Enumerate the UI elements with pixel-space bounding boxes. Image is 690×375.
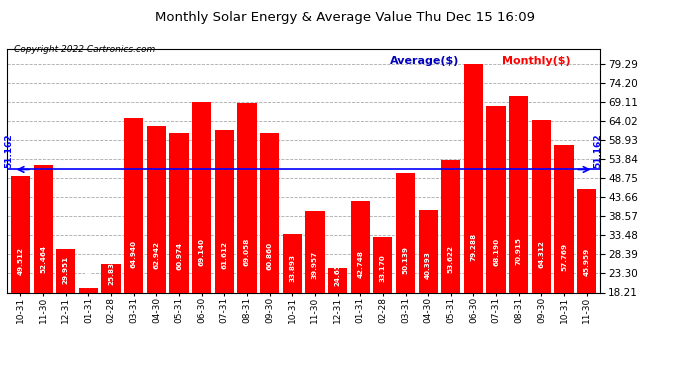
Text: 57.769: 57.769 (561, 243, 567, 271)
Text: 60.860: 60.860 (266, 242, 273, 270)
Text: 19.412: 19.412 (86, 260, 92, 288)
Text: 64.312: 64.312 (538, 240, 544, 268)
Text: 45.959: 45.959 (584, 248, 590, 276)
Text: Copyright 2022 Cartronics.com: Copyright 2022 Cartronics.com (14, 45, 155, 54)
Text: 49.512: 49.512 (17, 247, 23, 275)
Text: 64.940: 64.940 (130, 240, 137, 268)
Bar (34, 165, 52, 360)
Text: 29.951: 29.951 (63, 255, 69, 284)
Bar (373, 237, 393, 360)
Bar (11, 176, 30, 360)
Text: 33.170: 33.170 (380, 254, 386, 282)
Bar (577, 189, 596, 360)
Text: Monthly($): Monthly($) (502, 56, 571, 66)
Bar (147, 126, 166, 360)
Bar (192, 102, 211, 360)
Text: Monthly Solar Energy & Average Value Thu Dec 15 16:09: Monthly Solar Energy & Average Value Thu… (155, 11, 535, 24)
Text: 69.058: 69.058 (244, 238, 250, 266)
Text: 42.748: 42.748 (357, 250, 363, 278)
Text: 40.393: 40.393 (425, 251, 431, 279)
Text: 24.651: 24.651 (335, 258, 341, 286)
Text: 62.942: 62.942 (153, 241, 159, 269)
Text: 53.622: 53.622 (448, 245, 454, 273)
Text: 68.190: 68.190 (493, 238, 499, 266)
Bar (170, 133, 188, 360)
Text: 50.139: 50.139 (402, 246, 408, 274)
Bar (464, 64, 483, 360)
Text: 69.140: 69.140 (199, 238, 205, 266)
Bar (101, 264, 121, 360)
Bar (555, 145, 573, 360)
Bar (351, 201, 370, 360)
Text: 51.162: 51.162 (5, 133, 14, 168)
Text: 60.974: 60.974 (176, 242, 182, 270)
Text: 33.893: 33.893 (289, 254, 295, 282)
Text: Average($): Average($) (390, 56, 459, 66)
Bar (305, 211, 324, 360)
Bar (124, 118, 144, 360)
Bar (215, 130, 234, 360)
Text: 39.957: 39.957 (312, 251, 318, 279)
Text: 70.915: 70.915 (515, 237, 522, 265)
Bar (79, 288, 98, 360)
Bar (441, 160, 460, 360)
Bar (328, 268, 347, 360)
Text: 52.464: 52.464 (40, 245, 46, 273)
Bar (56, 249, 75, 360)
Bar (532, 120, 551, 360)
Bar (419, 210, 437, 360)
Bar (486, 106, 506, 360)
Bar (237, 103, 257, 360)
Bar (396, 173, 415, 360)
Text: 61.612: 61.612 (221, 242, 227, 269)
Bar (283, 234, 302, 360)
Text: 79.288: 79.288 (471, 233, 477, 261)
Text: 25.839: 25.839 (108, 257, 114, 285)
Text: 51.162: 51.162 (593, 133, 602, 168)
Bar (509, 96, 529, 360)
Bar (260, 133, 279, 360)
